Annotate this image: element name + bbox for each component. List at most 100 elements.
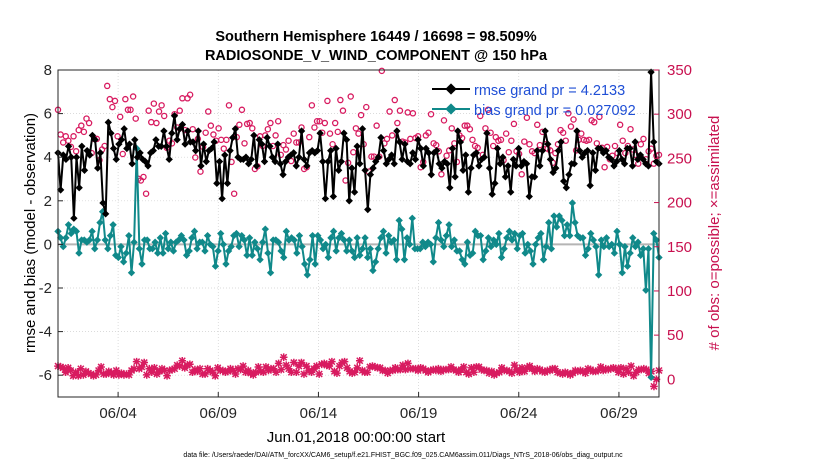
obs-possible-point bbox=[627, 125, 634, 133]
bias-point bbox=[547, 245, 556, 253]
obs-possible-point bbox=[204, 108, 212, 115]
bias-point bbox=[159, 249, 167, 257]
obs-assimilated-point bbox=[77, 364, 85, 373]
rmse-point bbox=[427, 170, 435, 179]
bias-point bbox=[587, 229, 595, 238]
obs-assimilated-point bbox=[165, 366, 174, 375]
bias-point bbox=[311, 260, 319, 268]
obs-assimilated-point bbox=[282, 361, 291, 369]
bias-point bbox=[161, 229, 170, 238]
bias-point bbox=[629, 234, 637, 242]
obs-assimilated-point bbox=[325, 362, 334, 370]
bias-point bbox=[364, 253, 372, 262]
obs-possible-point bbox=[619, 137, 626, 144]
obs-possible-point bbox=[388, 132, 396, 139]
obs-assimilated-point bbox=[150, 364, 159, 372]
bias-point bbox=[369, 266, 377, 275]
obs-assimilated-point bbox=[328, 357, 336, 366]
rmse-point bbox=[202, 157, 210, 166]
rmse-point bbox=[223, 179, 232, 188]
obs-possible-point bbox=[223, 136, 230, 144]
obs-assimilated-point bbox=[561, 368, 569, 377]
bias-point bbox=[217, 229, 225, 238]
obs-assimilated-point bbox=[465, 370, 473, 378]
obs-assimilated-point bbox=[94, 366, 103, 375]
y2-axis-ticks: 350 300 250 200 150 100 50 0 bbox=[654, 62, 692, 388]
obs-possible-point bbox=[601, 163, 608, 171]
y2-tick-label: 350 bbox=[667, 62, 692, 79]
bias-point bbox=[602, 234, 611, 242]
chart-title: Southern Hemisphere 16449 / 16698 = 98.5… bbox=[215, 29, 536, 45]
obs-assimilated-point bbox=[348, 369, 356, 377]
obs-assimilated-point bbox=[335, 362, 344, 370]
rmse-point bbox=[398, 155, 406, 164]
obs-assimilated-point bbox=[627, 362, 635, 370]
obs-possible-point bbox=[404, 109, 411, 116]
obs-possible-point bbox=[567, 123, 575, 130]
legend: rmse grand pr = 4.2133 bias grand pr = 0… bbox=[432, 83, 636, 119]
bias-point bbox=[526, 247, 535, 255]
obs-possible-point bbox=[477, 112, 484, 120]
bias-series bbox=[54, 144, 663, 382]
obs-assimilated-point bbox=[340, 357, 349, 366]
obs-assimilated-point bbox=[404, 359, 412, 368]
bias-point bbox=[261, 225, 270, 233]
bias-point bbox=[531, 240, 540, 249]
bias-point bbox=[518, 229, 527, 238]
obs-assimilated-point bbox=[259, 368, 268, 377]
bias-point bbox=[190, 227, 199, 235]
obs-possible-point bbox=[230, 190, 238, 197]
obs-possible-point bbox=[215, 125, 222, 132]
x-tick-label: 06/09 bbox=[199, 405, 237, 422]
bias-point bbox=[434, 218, 443, 227]
bias-point bbox=[277, 247, 285, 255]
obs-assimilated-point bbox=[591, 367, 600, 376]
rmse-point bbox=[546, 155, 555, 164]
obs-assimilated-point bbox=[109, 371, 118, 379]
obs-possible-point bbox=[225, 102, 233, 109]
rmse-point bbox=[612, 157, 621, 166]
obs-assimilated-point bbox=[518, 364, 526, 372]
obs-assimilated-point bbox=[515, 368, 524, 377]
obs-assimilated-point bbox=[416, 364, 425, 372]
bias-point bbox=[552, 223, 561, 231]
obs-assimilated-point bbox=[551, 364, 559, 373]
obs-assimilated-point bbox=[307, 368, 316, 377]
obs-assimilated-point bbox=[196, 364, 204, 373]
bias-point bbox=[248, 251, 256, 259]
y-axis-label: rmse and bias (model - observation) bbox=[22, 113, 39, 353]
bias-point bbox=[579, 234, 587, 242]
obs-possible-point bbox=[640, 135, 647, 143]
obs-possible-point bbox=[502, 130, 510, 137]
bias-point bbox=[374, 245, 382, 253]
bias-point bbox=[353, 234, 361, 242]
obs-assimilated-point bbox=[79, 371, 88, 379]
bias-point bbox=[618, 269, 626, 277]
rmse-point bbox=[488, 190, 496, 198]
bias-point bbox=[266, 269, 275, 277]
bias-point bbox=[127, 269, 136, 277]
obs-assimilated-point bbox=[168, 365, 176, 374]
bias-line bbox=[57, 148, 660, 378]
obs-assimilated-point bbox=[343, 364, 351, 372]
rmse-point bbox=[215, 157, 224, 166]
rmse-point bbox=[562, 184, 571, 192]
bias-point bbox=[167, 238, 175, 246]
bias-point bbox=[626, 249, 634, 257]
obs-assimilated-point bbox=[130, 364, 138, 373]
obs-assimilated-point bbox=[571, 366, 580, 375]
y-tick-label: 0 bbox=[44, 236, 52, 253]
rmse-point bbox=[565, 170, 573, 179]
bias-point bbox=[303, 271, 312, 279]
obs-assimilated-point bbox=[594, 366, 602, 375]
bias-point bbox=[379, 227, 388, 235]
obs-possible-point bbox=[373, 122, 380, 129]
bias-point bbox=[634, 238, 642, 246]
bias-point bbox=[529, 260, 537, 268]
rmse-point bbox=[496, 160, 504, 168]
obs-assimilated-point bbox=[323, 361, 331, 369]
rmse-point bbox=[117, 136, 126, 144]
obs-possible-point bbox=[596, 113, 603, 121]
bias-point bbox=[395, 216, 403, 225]
obs-assimilated-point bbox=[355, 356, 364, 365]
